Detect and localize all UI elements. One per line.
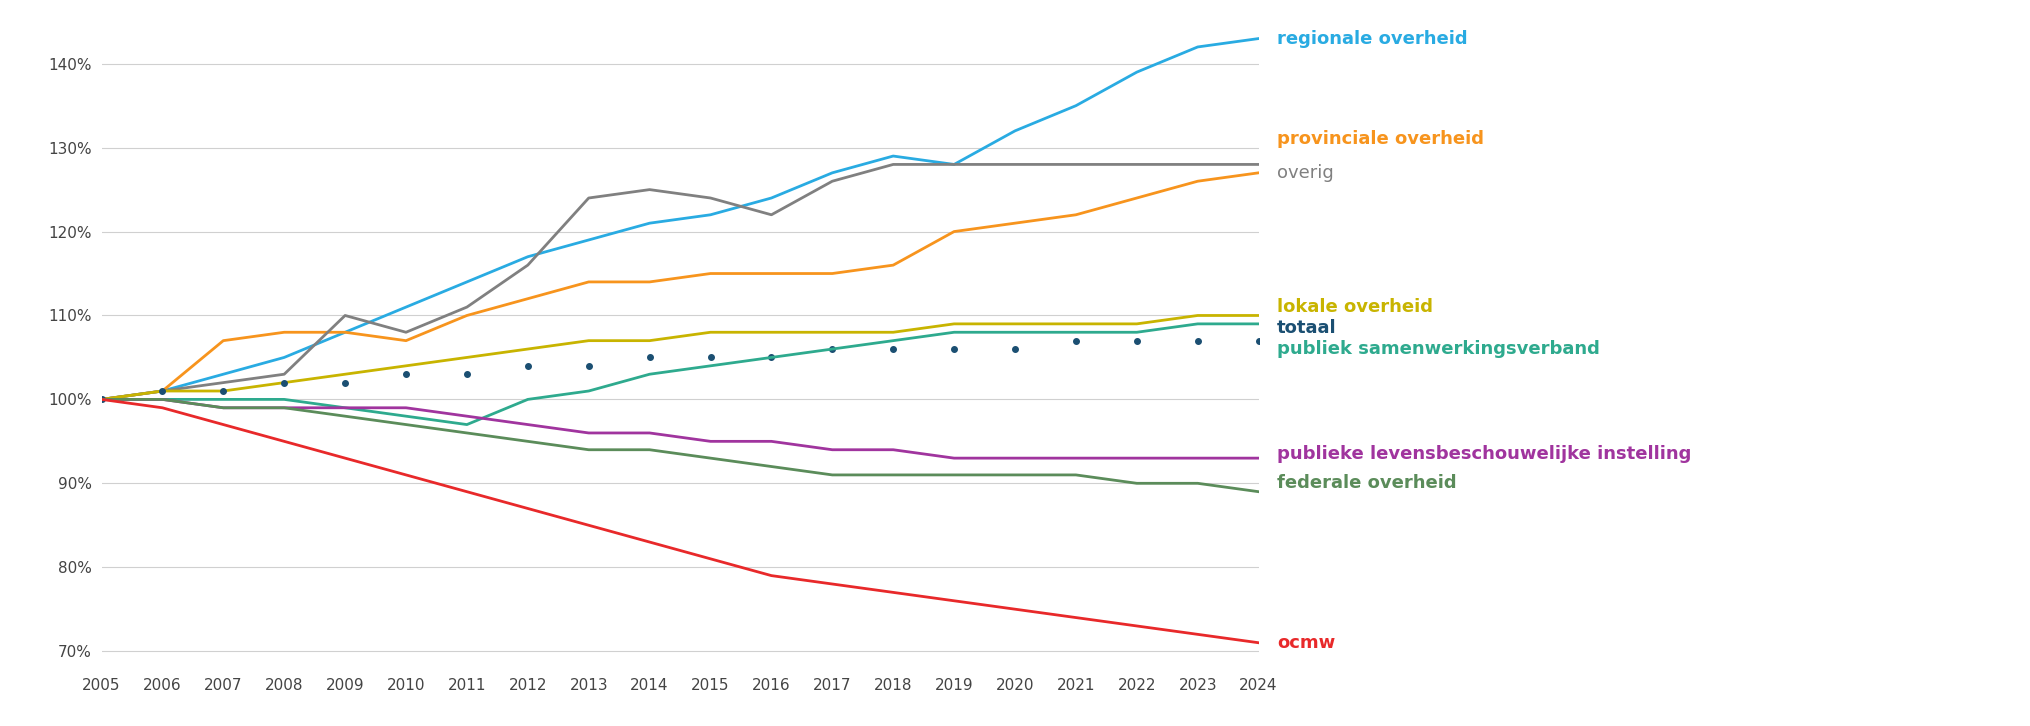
Text: overig: overig [1277,164,1334,182]
Text: federale overheid: federale overheid [1277,474,1456,492]
Text: regionale overheid: regionale overheid [1277,30,1468,48]
Text: ocmw: ocmw [1277,634,1336,652]
Text: lokale overheid: lokale overheid [1277,298,1433,316]
Text: provinciale overheid: provinciale overheid [1277,130,1484,148]
Text: publieke levensbeschouwelijke instelling: publieke levensbeschouwelijke instelling [1277,445,1691,463]
Text: totaal: totaal [1277,319,1336,337]
Text: publiek samenwerkingsverband: publiek samenwerkingsverband [1277,340,1600,358]
